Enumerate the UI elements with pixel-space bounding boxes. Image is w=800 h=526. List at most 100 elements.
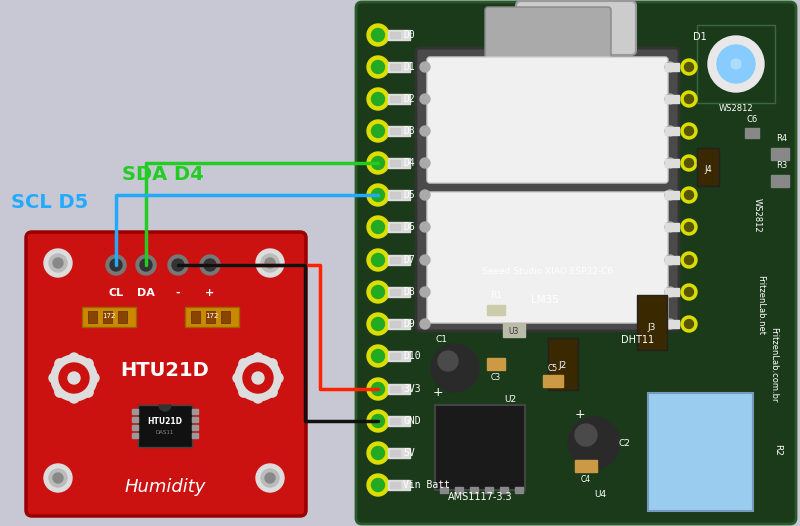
- FancyBboxPatch shape: [356, 2, 796, 524]
- Text: D9: D9: [403, 319, 414, 329]
- Circle shape: [367, 345, 389, 367]
- Bar: [388, 222, 410, 232]
- Circle shape: [49, 254, 67, 272]
- Bar: [185, 307, 239, 327]
- Bar: [500, 487, 508, 493]
- Circle shape: [367, 88, 389, 110]
- Bar: [390, 128, 400, 134]
- Text: C3: C3: [491, 373, 501, 382]
- Bar: [388, 158, 410, 168]
- Circle shape: [136, 255, 156, 275]
- Text: -: -: [176, 288, 180, 298]
- Bar: [435, 405, 525, 490]
- Circle shape: [110, 259, 122, 271]
- Bar: [697, 25, 775, 103]
- Text: Humidity: Humidity: [124, 478, 206, 496]
- Circle shape: [204, 259, 216, 271]
- Text: +: +: [574, 409, 586, 421]
- Circle shape: [681, 155, 697, 171]
- Circle shape: [367, 410, 389, 432]
- Circle shape: [731, 59, 741, 69]
- Bar: [390, 450, 400, 456]
- Bar: [487, 305, 505, 315]
- Bar: [485, 487, 493, 493]
- Circle shape: [172, 259, 184, 271]
- Text: CL: CL: [109, 288, 123, 298]
- Circle shape: [235, 355, 281, 401]
- Bar: [132, 433, 138, 438]
- Circle shape: [665, 287, 675, 297]
- FancyBboxPatch shape: [516, 1, 636, 55]
- Bar: [390, 192, 400, 198]
- Bar: [637, 295, 667, 350]
- Bar: [132, 425, 138, 430]
- Bar: [697, 148, 719, 186]
- Circle shape: [371, 188, 385, 201]
- Text: J4: J4: [704, 166, 712, 175]
- Text: DHT11: DHT11: [622, 335, 654, 345]
- Circle shape: [69, 393, 79, 403]
- Bar: [388, 416, 410, 426]
- Text: C5: C5: [548, 364, 558, 373]
- Bar: [388, 255, 410, 265]
- Circle shape: [83, 387, 93, 397]
- Circle shape: [420, 190, 430, 200]
- Text: DAS11: DAS11: [156, 430, 174, 436]
- Circle shape: [681, 59, 697, 75]
- Bar: [388, 62, 410, 72]
- Circle shape: [367, 281, 389, 303]
- Text: C1: C1: [435, 336, 447, 345]
- Circle shape: [367, 249, 389, 271]
- FancyBboxPatch shape: [416, 48, 679, 331]
- Bar: [771, 148, 789, 160]
- Circle shape: [665, 222, 675, 232]
- Text: Vin Batt: Vin Batt: [403, 480, 450, 490]
- Text: U2: U2: [504, 396, 516, 404]
- Bar: [575, 460, 597, 472]
- Circle shape: [44, 464, 72, 492]
- Bar: [390, 418, 400, 424]
- Bar: [455, 487, 463, 493]
- Circle shape: [239, 387, 249, 397]
- Text: R1: R1: [490, 291, 502, 300]
- Circle shape: [265, 258, 275, 268]
- Bar: [470, 487, 478, 493]
- Text: D8: D8: [403, 287, 414, 297]
- Circle shape: [261, 469, 279, 487]
- Bar: [132, 417, 138, 422]
- Circle shape: [252, 372, 264, 384]
- Circle shape: [685, 63, 694, 72]
- Circle shape: [83, 359, 93, 369]
- Circle shape: [420, 222, 430, 232]
- Circle shape: [681, 316, 697, 332]
- Text: D5: D5: [403, 190, 414, 200]
- Circle shape: [55, 387, 65, 397]
- Circle shape: [51, 355, 97, 401]
- Circle shape: [367, 184, 389, 206]
- Circle shape: [106, 255, 126, 275]
- Bar: [132, 409, 138, 414]
- Text: D2: D2: [403, 94, 414, 104]
- Circle shape: [665, 126, 675, 136]
- Circle shape: [685, 222, 694, 231]
- Bar: [390, 386, 400, 392]
- Circle shape: [253, 353, 263, 363]
- Bar: [103, 311, 112, 323]
- Text: D1: D1: [403, 62, 414, 72]
- Circle shape: [49, 373, 59, 383]
- Text: SCL D5: SCL D5: [11, 193, 89, 211]
- Bar: [388, 319, 410, 329]
- Text: SDA D4: SDA D4: [122, 166, 204, 185]
- Bar: [665, 159, 679, 167]
- Circle shape: [420, 255, 430, 265]
- Circle shape: [371, 479, 385, 491]
- Circle shape: [665, 319, 675, 329]
- Circle shape: [371, 382, 385, 396]
- Circle shape: [685, 126, 694, 136]
- Bar: [118, 311, 127, 323]
- Bar: [192, 409, 198, 414]
- Circle shape: [367, 313, 389, 335]
- Circle shape: [708, 36, 764, 92]
- Bar: [82, 307, 136, 327]
- Circle shape: [367, 474, 389, 496]
